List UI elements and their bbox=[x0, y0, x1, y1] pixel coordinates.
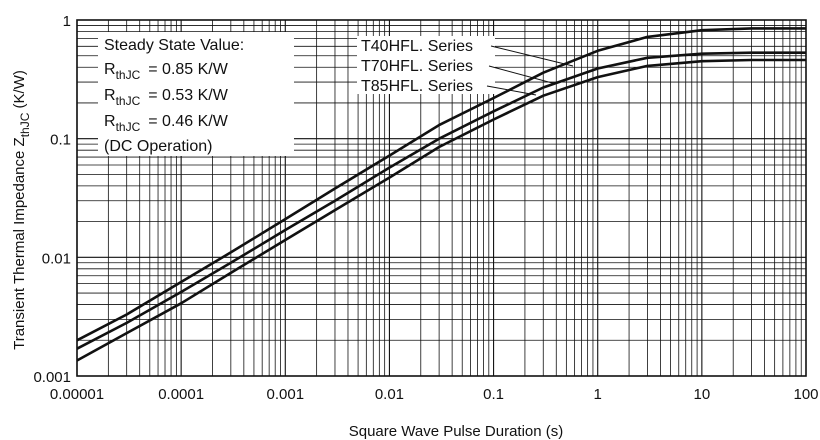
x-tick-label: 0.00001 bbox=[50, 386, 104, 403]
leader-line-t40 bbox=[490, 45, 574, 67]
note-r-symbol-3: R bbox=[104, 113, 116, 130]
note-r-sub-3: thJC bbox=[116, 120, 141, 134]
x-tick-label: 0.001 bbox=[267, 386, 305, 403]
x-tick-label: 100 bbox=[793, 386, 818, 403]
leader-line-t70 bbox=[488, 65, 557, 85]
series-line-1 bbox=[76, 27, 806, 342]
y-axis-label-unit: (K/W) bbox=[11, 70, 28, 113]
y-axis-label-main: Transient Thermal Impedance Z bbox=[11, 137, 28, 350]
y-tick-label: 1 bbox=[63, 13, 71, 30]
x-tick-labels: 0.00001 0.0001 0.001 0.01 0.1 1 10 100 bbox=[50, 386, 819, 403]
y-tick-label: 0.001 bbox=[33, 369, 71, 386]
note-r-text-3: = 0.46 K/W bbox=[148, 113, 228, 130]
x-axis-label: Square Wave Pulse Duration (s) bbox=[349, 423, 564, 440]
note-background bbox=[98, 32, 294, 156]
y-axis-label-sub: thJC bbox=[18, 112, 32, 137]
note-r-value-1: RthJC = 0.85 K/W bbox=[104, 61, 229, 82]
note-dc-operation: (DC Operation) bbox=[104, 138, 212, 155]
series-group bbox=[76, 27, 806, 362]
series-label-t85: T85HFL. Series bbox=[361, 78, 473, 95]
y-axis-label: Transient Thermal Impedance ZthJC (K/W) bbox=[11, 70, 32, 350]
note-r-value-3: RthJC = 0.46 K/W bbox=[104, 113, 229, 134]
plot-frame bbox=[76, 19, 807, 377]
note-title: Steady State Value: bbox=[104, 37, 244, 54]
y-tick-label: 0.01 bbox=[42, 250, 71, 267]
series-labels: T40HFL. Series T70HFL. Series T85HFL. Se… bbox=[357, 36, 574, 96]
leader-line-t85 bbox=[486, 85, 537, 96]
note-r-symbol-1: R bbox=[104, 61, 116, 78]
steady-state-note: Steady State Value: RthJC = 0.85 K/W RthJ… bbox=[98, 32, 294, 156]
x-tick-label: 0.0001 bbox=[158, 386, 204, 403]
note-r-value-2: RthJC = 0.53 K/W bbox=[104, 87, 229, 108]
y-tick-labels: 0.001 0.01 0.1 1 bbox=[33, 13, 71, 386]
x-tick-label: 0.1 bbox=[483, 386, 504, 403]
series-label-t40: T40HFL. Series bbox=[361, 38, 473, 55]
x-tick-label: 0.01 bbox=[375, 386, 404, 403]
x-tick-label: 10 bbox=[694, 386, 711, 403]
note-r-text-1: = 0.85 K/W bbox=[148, 61, 228, 78]
y-tick-label: 0.1 bbox=[50, 132, 71, 149]
series-line-2 bbox=[76, 51, 806, 350]
series-line-3 bbox=[76, 58, 806, 362]
note-r-sub-2: thJC bbox=[116, 94, 141, 108]
note-r-symbol-2: R bbox=[104, 87, 116, 104]
x-tick-label: 1 bbox=[594, 386, 602, 403]
note-r-sub-1: thJC bbox=[116, 68, 141, 82]
series-label-t70: T70HFL. Series bbox=[361, 58, 473, 75]
note-r-text-2: = 0.53 K/W bbox=[148, 87, 228, 104]
series-labels-background bbox=[357, 36, 495, 94]
